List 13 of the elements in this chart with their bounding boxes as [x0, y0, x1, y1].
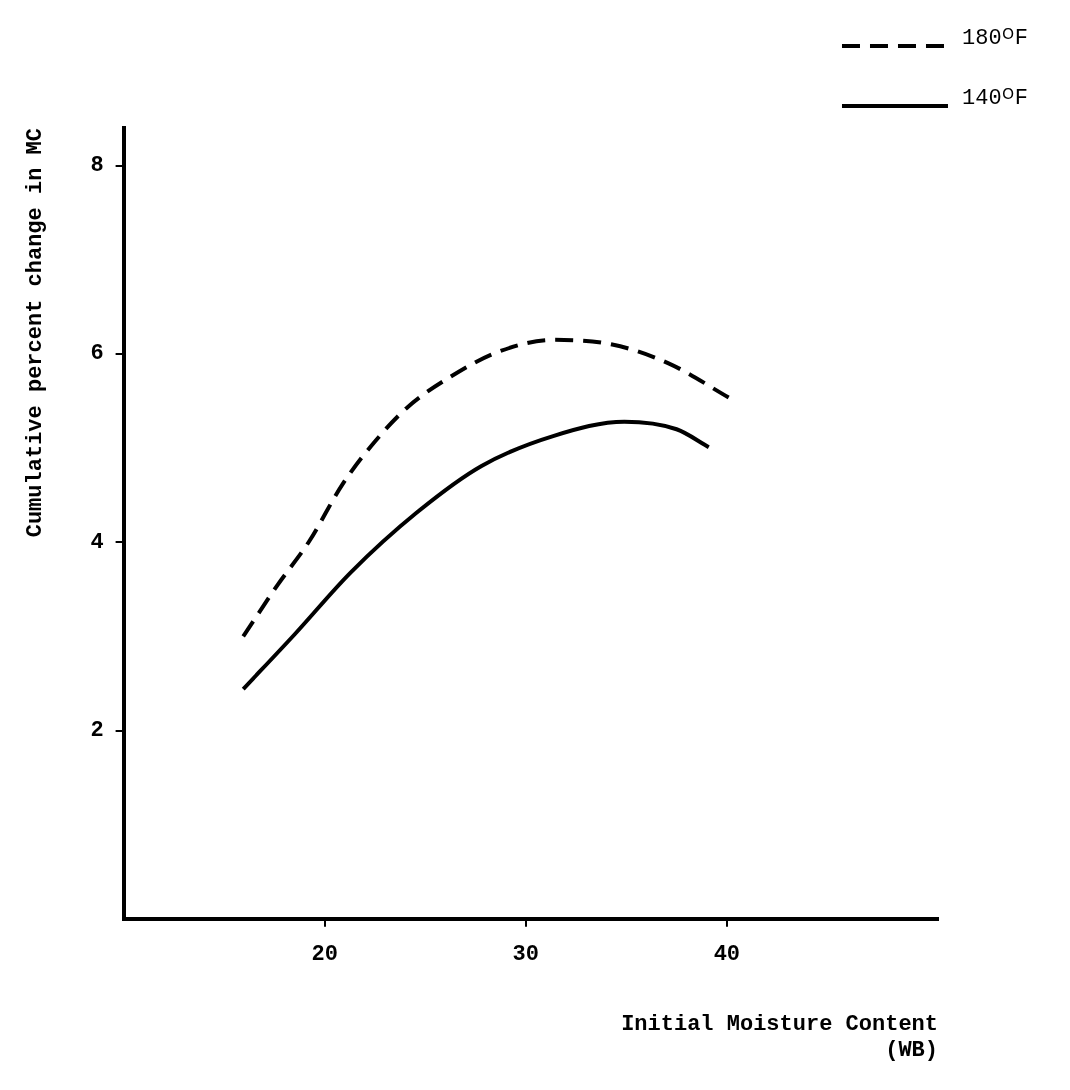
x-tick-label: 30 [512, 941, 539, 967]
line-series [241, 419, 711, 692]
y-axis-title: Cumulative percent change in MC [22, 128, 48, 538]
y-tick-label: 8 [90, 153, 104, 179]
legend-label: 140ᴼF [961, 85, 1028, 111]
x-tick-label: 40 [713, 941, 741, 967]
x-tick-label: 20 [311, 941, 338, 967]
y-tick-label: 4 [90, 529, 104, 555]
legend-label: 180ᴼF [961, 25, 1028, 51]
x-axis-title: Initial Moisture Content (WB) [621, 1011, 938, 1064]
y-tick-label: 6 [90, 341, 104, 367]
line-series [241, 337, 732, 639]
y-tick-label: 2 [90, 718, 104, 744]
